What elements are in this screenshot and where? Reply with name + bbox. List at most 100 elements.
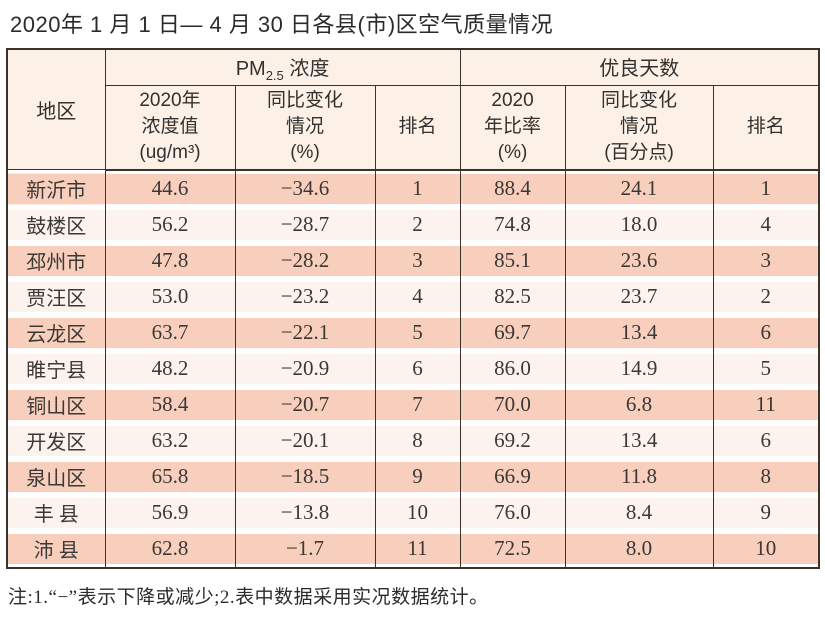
pm25-rank-cell: 9 [374,458,461,495]
table-row: 贾汪区 53.0 −23.2 4 82.5 23.7 2 [6,278,820,315]
table-row: 睢宁县 48.2 −20.9 6 86.0 14.9 5 [6,350,820,387]
good-rank-cell: 6 [712,314,820,351]
pm25-change-cell: −20.7 [234,386,376,423]
table-row: 沛 县 62.8 −1.7 11 72.5 8.0 10 [6,530,820,568]
good-rank-cell: 11 [712,386,820,423]
pm25-value-cell: 53.0 [104,278,236,315]
pm25-change-cell: −28.7 [234,206,376,243]
pm25-rank-cell: 8 [374,422,461,459]
good-rate-cell: 69.7 [459,314,566,351]
region-cell: 云龙区 [6,314,106,351]
pm25-rank-cell: 11 [374,530,461,568]
good-rate-cell: 74.8 [459,206,566,243]
pm25-value-cell: 48.2 [104,350,236,387]
group-header-good-days: 优良天数 [459,48,820,86]
pm25-change-cell: −20.1 [234,422,376,459]
good-rate-cell: 72.5 [459,530,566,568]
table-row: 云龙区 63.7 −22.1 5 69.7 13.4 6 [6,314,820,351]
column-header-line: 排名 [398,116,437,138]
good-change-cell: 6.8 [564,386,714,423]
column-header-line: (百分点) [604,142,674,164]
good-change-cell: 18.0 [564,206,714,243]
column-header-line: 2020年 [139,90,201,112]
good-rank-cell: 10 [712,530,820,568]
column-header: 排名 [712,85,820,171]
column-header: 同比变化 情况 (%) [234,85,376,171]
good-rate-cell: 88.4 [459,169,566,207]
page-title: 2020年 1 月 1 日— 4 月 30 日各县(市)区空气质量情况 [10,12,554,37]
column-header-line: (%) [290,142,320,164]
air-quality-table: 地区 PM2.5 浓度 优良天数 2020年浓度值 (ug/m³) 同比变化情况 (%… [6,48,821,569]
page: 2020年 1 月 1 日— 4 月 30 日各县(市)区空气质量情况 地区 P… [0,11,825,609]
pm25-value-cell: 65.8 [104,458,236,495]
good-rank-cell: 4 [712,206,820,243]
region-cell: 铜山区 [6,386,106,423]
pm25-change-cell: −34.6 [234,169,376,207]
pm25-rank-cell: 4 [374,278,461,315]
pm25-change-cell: −20.9 [234,350,376,387]
pm25-value-cell: 56.2 [104,206,236,243]
good-rank-cell: 6 [712,422,820,459]
column-header-line: 年比率 [484,116,542,138]
pm25-value-cell: 62.8 [104,530,236,568]
pm25-label-prefix: PM [235,58,266,80]
good-rank-cell: 1 [712,169,820,207]
table-body: 新沂市 44.6 −34.6 1 88.4 24.1 1 鼓楼区 56.2 −2… [6,169,820,568]
pm25-change-cell: −18.5 [234,458,376,495]
column-header-line: 同比变化 [601,90,678,112]
column-header-line: 排名 [746,116,785,138]
good-rank-cell: 5 [712,350,820,387]
footnote: 注:1.“−”表示下降或减少;2.表中数据采用实况数据统计。 [8,586,489,608]
good-change-cell: 23.6 [564,242,714,279]
good-rate-cell: 66.9 [459,458,566,495]
good-change-cell: 24.1 [564,169,714,207]
subheader-row: 2020年 浓度值 (ug/m³) 同比变化 情况 (%) 排名 2020 年比率 (%) 同比变化… [7,85,820,171]
pm25-change-cell: −22.1 [234,314,376,351]
region-cell: 贾汪区 [6,278,106,315]
table-header: 地区 PM2.5 浓度 优良天数 2020年浓度值 (ug/m³) 同比变化情况 (%… [6,48,820,171]
pm25-rank-cell: 2 [374,206,461,243]
good-change-cell: 13.4 [564,314,714,351]
pm25-value-cell: 58.4 [104,386,236,423]
good-change-cell: 8.0 [564,530,714,568]
pm25-change-cell: −23.2 [234,278,376,315]
column-header-line: 2020 [491,90,534,112]
good-change-cell: 13.4 [564,422,714,459]
table-row: 开发区 63.2 −20.1 8 69.2 13.4 6 [6,422,820,459]
table-row: 丰 县 56.9 −13.8 10 76.0 8.4 9 [6,494,820,531]
good-rank-cell: 9 [712,494,820,531]
good-change-cell: 23.7 [564,278,714,315]
column-header-line: 情况 [285,116,324,138]
pm25-label-subscript: 2.5 [265,68,284,83]
pm25-change-cell: −1.7 [234,530,376,568]
pm25-value-cell: 63.2 [104,422,236,459]
column-header-line: (ug/m³) [139,142,201,164]
good-rank-cell: 2 [712,278,820,315]
column-header-region: 地区 [6,48,106,170]
good-rank-cell: 8 [712,458,820,495]
pm25-rank-cell: 10 [374,494,461,531]
region-cell: 睢宁县 [6,350,106,387]
good-change-cell: 11.8 [564,458,714,495]
pm25-value-cell: 44.6 [104,169,236,207]
pm25-value-cell: 63.7 [104,314,236,351]
table-row: 新沂市 44.6 −34.6 1 88.4 24.1 1 [6,169,820,207]
column-header: 排名 [374,85,461,171]
good-rate-cell: 70.0 [459,386,566,423]
pm25-rank-cell: 1 [374,169,461,207]
group-header-pm25: PM2.5 浓度 [104,48,461,86]
column-header-line: 情况 [620,116,659,138]
column-header-line: (%) [497,142,528,164]
pm25-label-suffix: 浓度 [283,58,330,80]
column-header: 2020年浓度值 (ug/m³) [104,85,236,171]
pm25-change-cell: −28.2 [234,242,376,279]
pm25-rank-cell: 7 [374,386,461,423]
table-row: 鼓楼区 56.2 −28.7 2 74.8 18.0 4 [6,206,820,243]
good-days-label: 优良天数 [599,58,680,80]
column-header-line: 浓度值 [141,116,199,138]
pm25-value-cell: 47.8 [104,242,236,279]
pm25-rank-cell: 6 [374,350,461,387]
good-rank-cell: 3 [712,242,820,279]
pm25-change-cell: −13.8 [234,494,376,531]
good-rate-cell: 82.5 [459,278,566,315]
